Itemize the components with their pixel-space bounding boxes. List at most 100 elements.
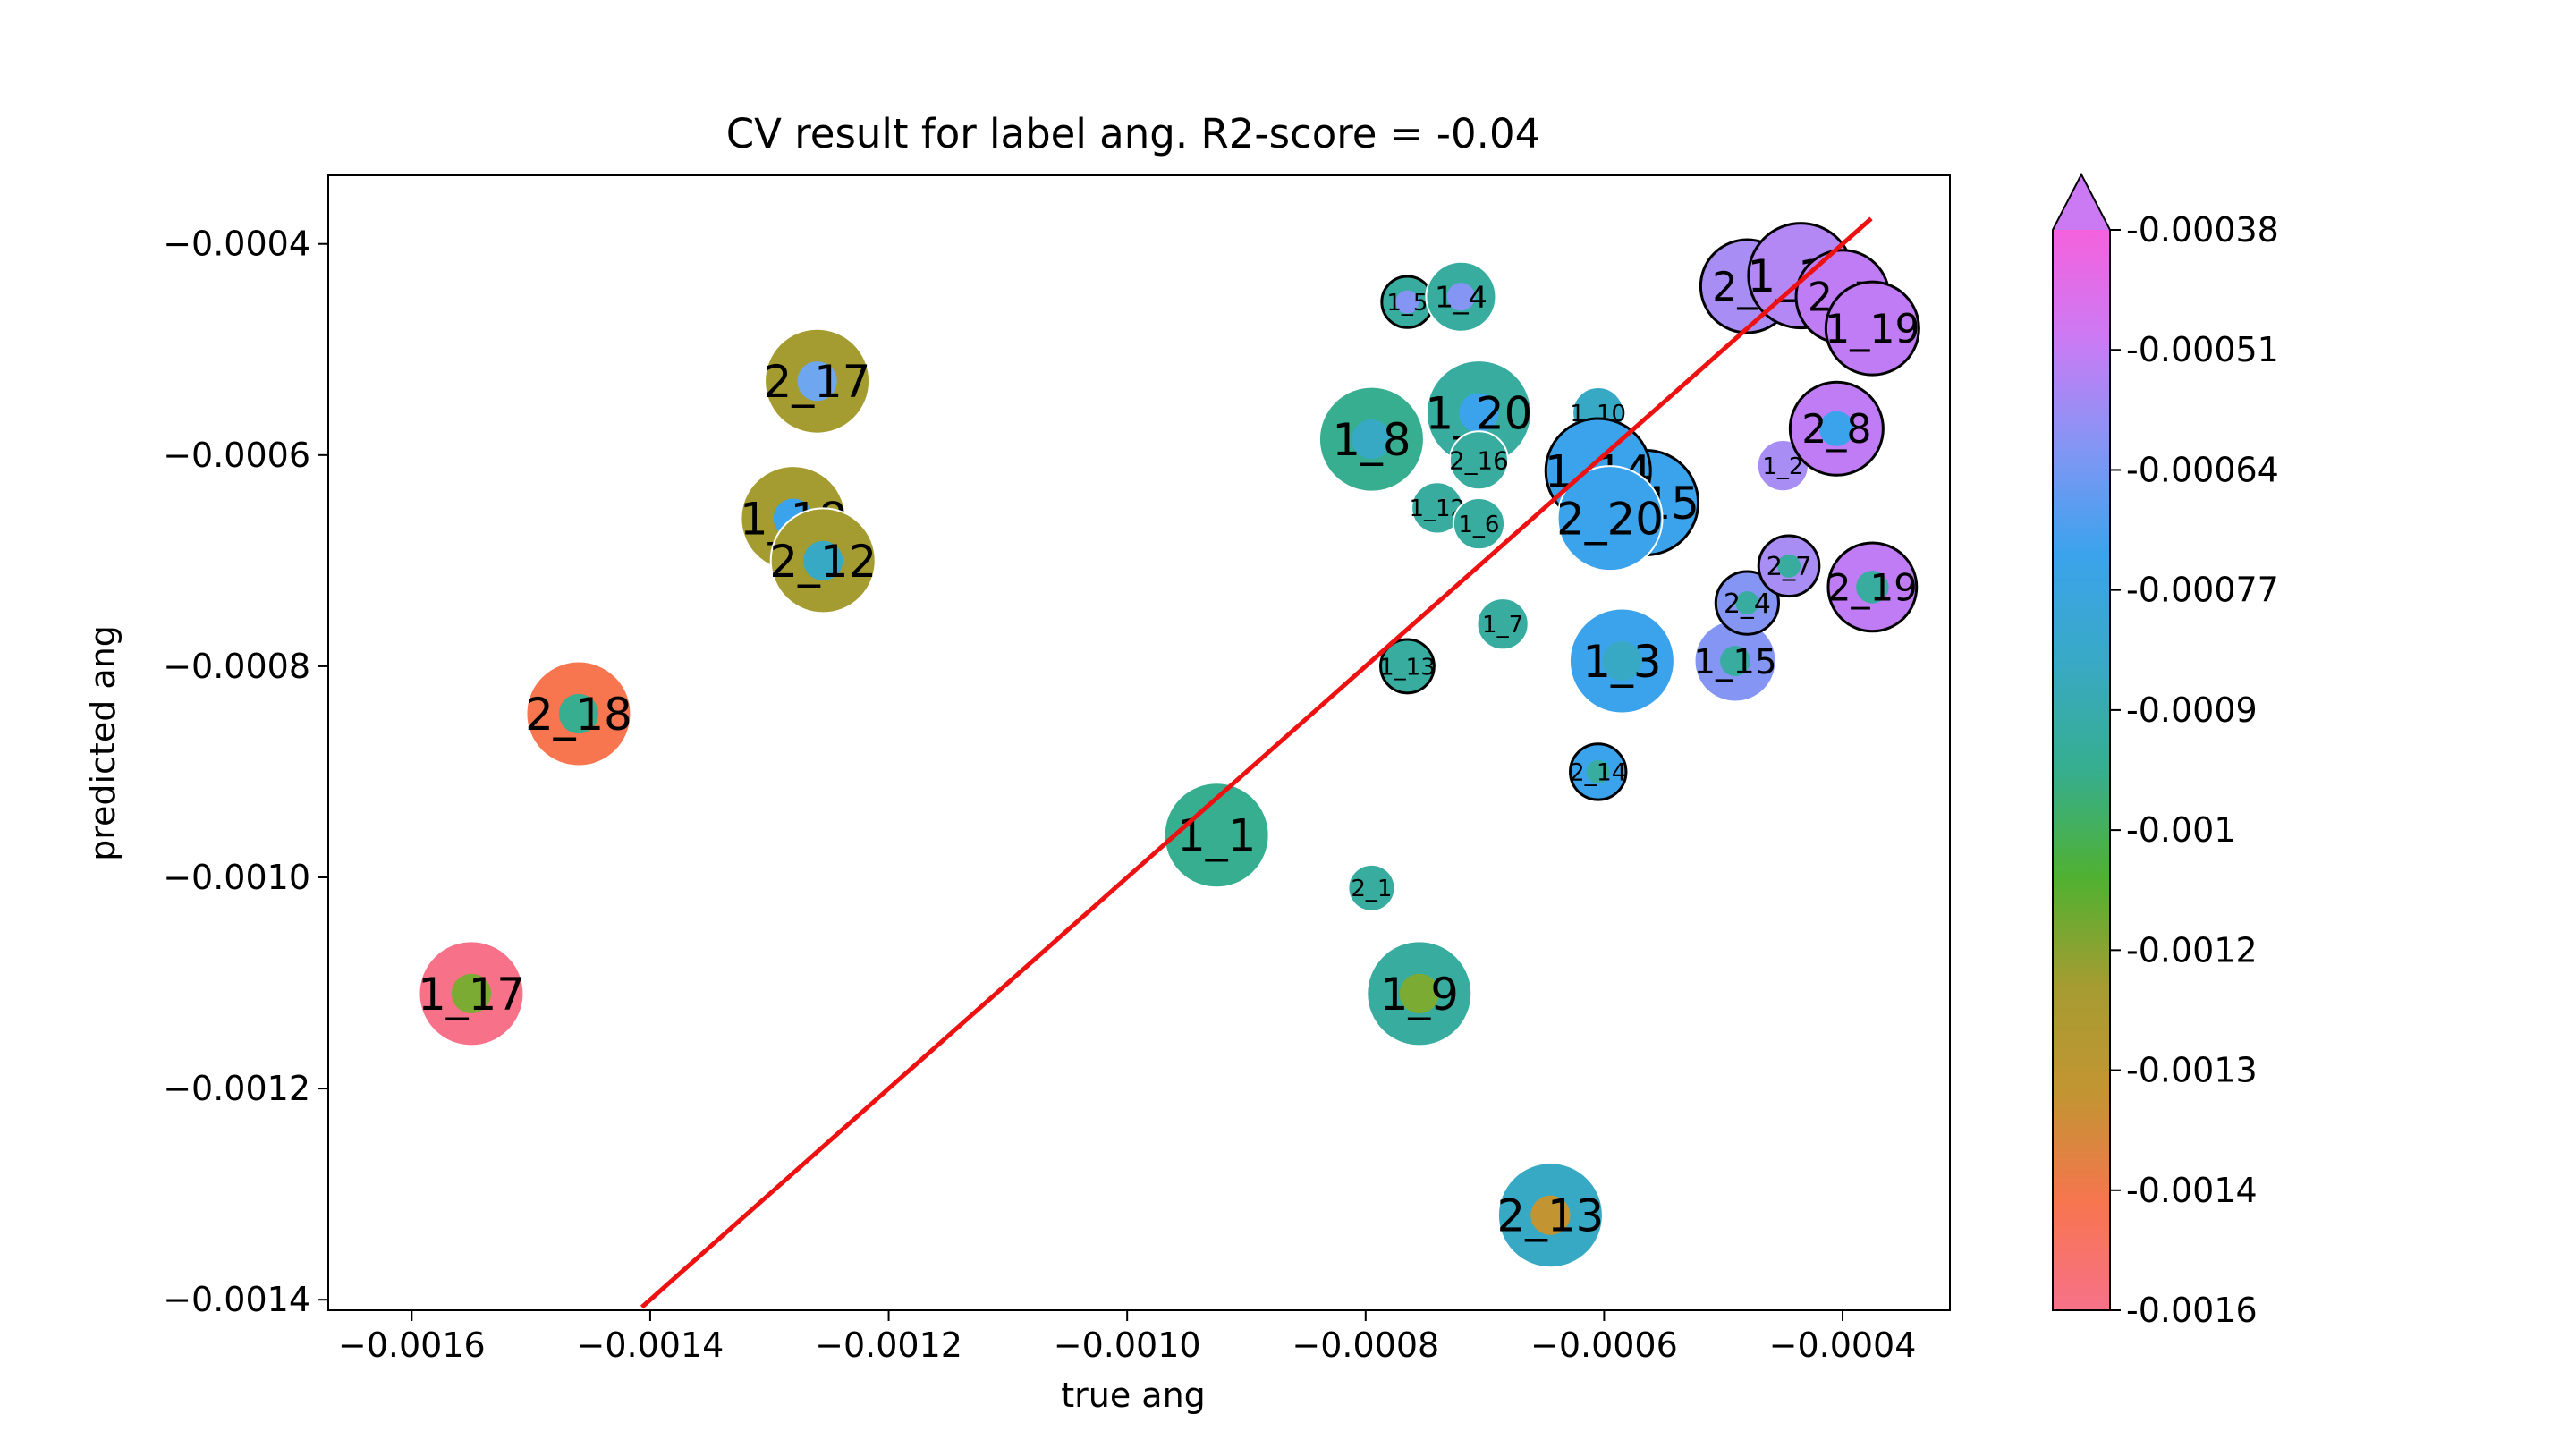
colorbar-tick-label: -0.00064 <box>2126 450 2279 489</box>
point-marker <box>1476 597 1530 651</box>
point-label: 2_1 <box>1351 876 1392 902</box>
reference-line <box>640 216 1873 1309</box>
x-tick-label: −0.0016 <box>338 1325 486 1365</box>
data-point: 2_14 <box>1569 742 1628 801</box>
point-label: 1_2 <box>1762 453 1803 480</box>
point-marker <box>1347 863 1396 912</box>
colorbar-tick-label: -0.0012 <box>2126 930 2258 970</box>
colorbar-tick-label: -0.00077 <box>2126 571 2279 610</box>
data-point: 1_7 <box>1476 597 1530 651</box>
point-inner-marker <box>558 693 599 734</box>
point-label: 1_6 <box>1458 512 1499 538</box>
colorbar-tick-label: -0.001 <box>2126 810 2236 850</box>
point-inner-marker <box>1352 419 1392 460</box>
point-label: 2_19 <box>1827 565 1918 609</box>
data-point: 1_5 <box>1380 275 1435 329</box>
point-label: 1_8 <box>1332 414 1411 466</box>
point-inner-marker <box>803 540 843 580</box>
data-point: 2_4 <box>1714 570 1780 636</box>
colorbar-gradient <box>2053 230 2110 1310</box>
x-tick-label: −0.0006 <box>1530 1325 1678 1365</box>
point-marker <box>1452 496 1506 551</box>
data-point: 1_3 <box>1568 607 1675 715</box>
y-axis-label: predicted ang <box>83 625 123 861</box>
point-label: 1_4 <box>1435 280 1487 315</box>
y-tick-label: −0.0006 <box>163 436 310 475</box>
data-point: 2_13 <box>1497 1162 1605 1269</box>
point-inner-marker <box>1856 571 1889 604</box>
line-layer <box>640 216 1873 1309</box>
data-point: 1_4 <box>1425 260 1497 333</box>
point-inner-marker <box>1602 640 1642 682</box>
data-point: 2_16 <box>1448 430 1509 491</box>
x-tick-label: −0.0010 <box>1054 1325 1201 1365</box>
point-label: 1_15 <box>1693 642 1776 682</box>
x-tick-label: −0.0004 <box>1769 1325 1917 1365</box>
point-inner-marker <box>1720 646 1750 676</box>
point-inner-marker <box>1395 290 1419 314</box>
point-marker <box>1824 280 1920 377</box>
point-label: 1_17 <box>418 969 525 1020</box>
point-inner-marker <box>451 973 492 1013</box>
data-point: 2_1 <box>1347 863 1396 912</box>
point-inner-marker <box>1735 591 1759 615</box>
point-label: 2_7 <box>1767 551 1812 581</box>
point-marker <box>1163 782 1270 889</box>
point-label: 1_3 <box>1582 636 1661 688</box>
y-tick-label: −0.0008 <box>163 647 310 686</box>
colorbar-tick-label: -0.0013 <box>2126 1051 2258 1090</box>
data-point: 1_6 <box>1452 496 1506 551</box>
point-inner-marker <box>1446 283 1476 311</box>
data-point: 1_19 <box>1824 280 1920 377</box>
point-inner-marker <box>797 361 837 402</box>
x-tick-label: −0.0012 <box>815 1325 962 1365</box>
point-label: 2_12 <box>769 536 877 588</box>
point-label: 2_14 <box>1570 759 1627 787</box>
plot-frame <box>327 174 1951 1311</box>
point-label: 2_13 <box>1497 1190 1605 1242</box>
point-inner-marker <box>1530 1195 1571 1235</box>
colorbar-tick-label: -0.00051 <box>2126 330 2279 369</box>
point-label: 1_19 <box>1825 307 1919 352</box>
point-inner-marker <box>1818 411 1854 446</box>
colorbar-tick-label: -0.0016 <box>2126 1291 2258 1330</box>
colorbar-tick-label: -0.0009 <box>2126 690 2258 730</box>
point-label: 1_7 <box>1482 612 1523 639</box>
point-marker <box>1448 430 1509 491</box>
colorbar: -0.0016 -0.0014 -0.0013 -0.0012 -0.001 -0.000… <box>2052 172 2279 1330</box>
y-tick-label: −0.0004 <box>163 224 310 264</box>
data-point: 2_18 <box>525 660 632 767</box>
colorbar-tick-label: -0.0014 <box>2126 1171 2258 1210</box>
y-tick-label: −0.0010 <box>163 858 310 897</box>
colorbar-outline <box>2052 172 2111 1311</box>
point-inner-marker <box>1459 393 1499 433</box>
point-inner-marker <box>1399 973 1439 1013</box>
axes-layer: −0.0016 −0.0014 −0.0012 −0.0010 −0.0008 −0.00… <box>163 174 1951 1365</box>
point-inner-marker <box>1777 554 1801 578</box>
x-tick-label: −0.0014 <box>577 1325 724 1365</box>
point-marker <box>1379 638 1436 695</box>
point-label: 1_9 <box>1380 969 1459 1020</box>
y-tick-label: −0.0012 <box>163 1069 310 1108</box>
x-tick-label: −0.0008 <box>1292 1325 1439 1365</box>
point-inner-marker <box>1586 759 1610 783</box>
x-axis-label: true ang <box>1061 1376 1206 1415</box>
point-label: 2_17 <box>764 356 871 408</box>
point-label: 2_18 <box>525 689 632 741</box>
data-point: 2_12 <box>769 507 877 614</box>
point-label: 2_4 <box>1724 589 1771 620</box>
colorbar-extend-arrow <box>2053 174 2110 230</box>
data-point: 2_7 <box>1757 534 1821 598</box>
point-label: 2_16 <box>1449 446 1509 476</box>
data-point: 1_20 <box>1426 360 1532 467</box>
data-point: 2_8 <box>1788 380 1885 477</box>
data-point: 2_20 <box>1556 465 1664 572</box>
data-point: 1_8 <box>1318 385 1425 493</box>
data-point: 1_17 <box>418 940 525 1047</box>
data-point: 2_17 <box>764 327 871 435</box>
point-label: 1_5 <box>1386 290 1428 317</box>
data-point: 1_9 <box>1366 940 1473 1047</box>
point-label: 2_20 <box>1556 494 1664 546</box>
point-label: 1_13 <box>1379 654 1436 681</box>
